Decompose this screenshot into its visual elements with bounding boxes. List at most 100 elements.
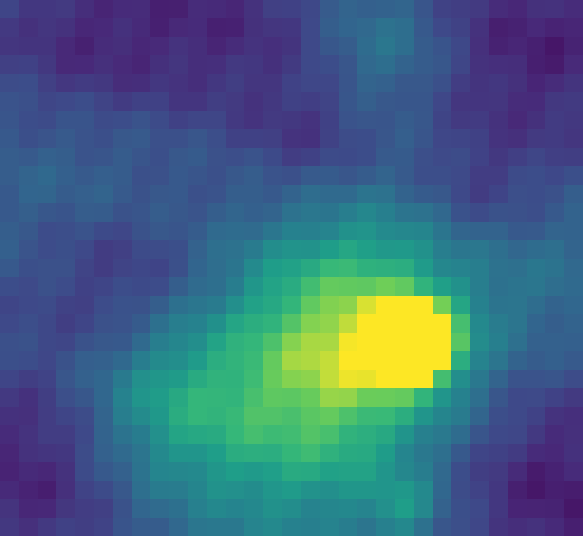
heatmap-cell: [206, 351, 226, 370]
heatmap-cell: [131, 73, 151, 93]
heatmap-cell: [131, 258, 151, 278]
heatmap-cell: [37, 258, 57, 278]
heatmap-cell: [75, 110, 95, 130]
heatmap-cell: [545, 406, 565, 426]
heatmap-cell: [0, 184, 19, 204]
heatmap-cell: [75, 36, 95, 56]
heatmap-cell: [282, 0, 301, 19]
heatmap-cell: [94, 351, 113, 370]
heatmap-cell: [131, 517, 151, 536]
heatmap-cell: [75, 166, 95, 185]
heatmap-cell: [300, 388, 320, 407]
heatmap-cell: [37, 36, 57, 56]
heatmap-cell: [37, 517, 57, 536]
heatmap-cell: [545, 462, 565, 481]
heatmap-cell: [526, 277, 546, 296]
heatmap-cell: [244, 240, 264, 259]
heatmap-cell: [18, 462, 38, 481]
heatmap-cell: [112, 166, 132, 185]
heatmap-cell: [564, 73, 583, 93]
heatmap-cell: [112, 332, 132, 352]
heatmap-cell: [564, 110, 583, 130]
heatmap-cell: [18, 499, 38, 518]
heatmap-cell: [56, 480, 76, 500]
heatmap-cell: [357, 184, 377, 204]
heatmap-cell: [470, 92, 489, 111]
heatmap-cell: [263, 240, 283, 259]
heatmap-cell: [564, 480, 583, 500]
heatmap-cell: [451, 166, 471, 185]
heatmap-cell: [357, 55, 377, 74]
heatmap-cell: [244, 18, 264, 37]
heatmap-cell: [338, 369, 358, 389]
heatmap-cell: [75, 129, 95, 148]
heatmap-cell: [0, 221, 19, 241]
heatmap-cell: [94, 425, 113, 444]
heatmap-cell: [300, 499, 320, 518]
heatmap-cell: [282, 369, 301, 389]
heatmap-cell: [18, 314, 38, 333]
heatmap-cell: [282, 258, 301, 278]
heatmap-cell: [507, 129, 527, 148]
heatmap-cell: [394, 166, 414, 185]
heatmap-cell: [75, 314, 95, 333]
heatmap-cell: [18, 73, 38, 93]
heatmap-cell: [37, 332, 57, 352]
heatmap-cell: [282, 147, 301, 167]
heatmap-cell: [225, 147, 245, 167]
heatmap-cell: [451, 295, 471, 315]
heatmap-cell: [244, 110, 264, 130]
heatmap-cell: [432, 406, 452, 426]
heatmap-cell: [150, 443, 170, 463]
heatmap-cell: [0, 73, 19, 93]
heatmap-cell: [413, 332, 433, 352]
heatmap-cell: [169, 73, 189, 93]
heatmap-cell: [357, 147, 377, 167]
heatmap-cell: [507, 462, 527, 481]
heatmap-cell: [0, 425, 19, 444]
heatmap-cell: [470, 129, 489, 148]
heatmap-cell: [564, 129, 583, 148]
heatmap-cell: [188, 203, 207, 222]
heatmap-cell: [357, 110, 377, 130]
heatmap-cell: [206, 18, 226, 37]
heatmap-cell: [338, 203, 358, 222]
heatmap-cell: [150, 221, 170, 241]
heatmap-cell: [394, 73, 414, 93]
heatmap-cell: [357, 351, 377, 370]
heatmap-cell: [244, 517, 264, 536]
heatmap-cell: [94, 73, 113, 93]
heatmap-cell: [470, 221, 489, 241]
heatmap-cell: [488, 0, 508, 19]
heatmap-cell: [319, 332, 339, 352]
heatmap-cell: [112, 351, 132, 370]
heatmap-cell: [56, 203, 76, 222]
heatmap-cell: [470, 332, 489, 352]
heatmap-cell: [564, 166, 583, 185]
heatmap-cell: [451, 110, 471, 130]
heatmap-cell: [169, 129, 189, 148]
heatmap-cell: [526, 166, 546, 185]
heatmap-cell: [432, 258, 452, 278]
heatmap-cell: [319, 388, 339, 407]
heatmap-cell: [376, 36, 395, 56]
heatmap-cell: [470, 258, 489, 278]
heatmap-cell: [37, 110, 57, 130]
heatmap-cell: [169, 443, 189, 463]
heatmap-cell: [75, 147, 95, 167]
heatmap-cell: [225, 129, 245, 148]
heatmap-cell: [338, 147, 358, 167]
heatmap-cell: [432, 221, 452, 241]
heatmap-cell: [282, 351, 301, 370]
heatmap-cell: [394, 332, 414, 352]
heatmap-cell: [507, 369, 527, 389]
heatmap-cell: [169, 166, 189, 185]
heatmap-cell: [188, 369, 207, 389]
heatmap-cell: [37, 203, 57, 222]
heatmap-cell: [300, 443, 320, 463]
heatmap-cell: [488, 517, 508, 536]
heatmap-cell: [0, 240, 19, 259]
heatmap-cell: [150, 480, 170, 500]
heatmap-cell: [75, 92, 95, 111]
heatmap-cell: [131, 0, 151, 19]
